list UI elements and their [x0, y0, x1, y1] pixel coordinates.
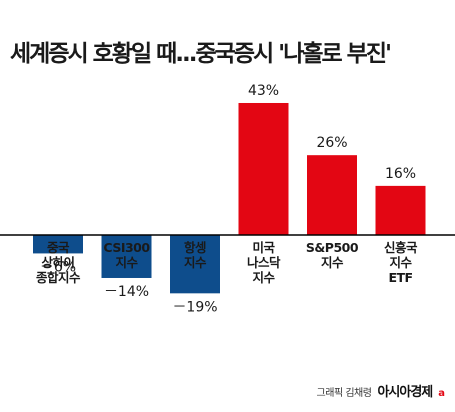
data-label: －6%: [40, 259, 76, 275]
bar: [238, 102, 289, 236]
data-label: 43%: [248, 83, 279, 99]
category-tick-label: 지수: [184, 255, 207, 270]
category-tick-label: S&P500: [306, 240, 359, 255]
category-tick-label: 나스닥: [247, 255, 281, 270]
bars-group: [33, 102, 426, 294]
value-labels-group: －6% －14% －19% 43% 26% 16%: [40, 83, 416, 315]
data-label: 26%: [316, 135, 347, 151]
category-tick-label: 종합지수: [36, 270, 81, 285]
category-tick-label: 지수: [115, 255, 138, 270]
category-labels-group: 중국상하이종합지수CSI300지수항셍지수미국나스닥지수S&P500지수신흥국지…: [36, 240, 419, 285]
category-tick-label: 지수: [321, 255, 344, 270]
category-tick-label: 지수: [252, 270, 275, 285]
category-tick-label: 중국: [47, 240, 70, 255]
bar: [375, 185, 426, 235]
category-tick-label: 항셍: [184, 240, 206, 255]
data-label: 16%: [385, 166, 416, 182]
chart-title: 세계증시 호황일 때...중국증시 '나홀로 부진': [10, 41, 392, 67]
bar: [101, 235, 152, 278]
category-tick-label: 신흥국: [384, 240, 418, 255]
category-tick-label: ETF: [388, 270, 412, 285]
data-label: －14%: [104, 284, 149, 300]
bar: [170, 235, 220, 294]
category-tick-label: 상하이: [41, 255, 74, 270]
category-tick-label: 미국: [252, 240, 275, 255]
category-tick-label: CSI300: [103, 240, 150, 255]
bar: [33, 235, 83, 254]
graphic-credit: 그래픽 김채령: [316, 388, 372, 399]
data-label: －19%: [172, 299, 217, 315]
bar: [307, 155, 357, 235]
credit-line: 그래픽 김채령 아시아경제 a: [317, 381, 445, 400]
category-tick-label: 지수: [389, 255, 412, 270]
brand-mark-icon: a: [438, 388, 445, 399]
brand-logo-text: 아시아경제: [377, 385, 433, 400]
